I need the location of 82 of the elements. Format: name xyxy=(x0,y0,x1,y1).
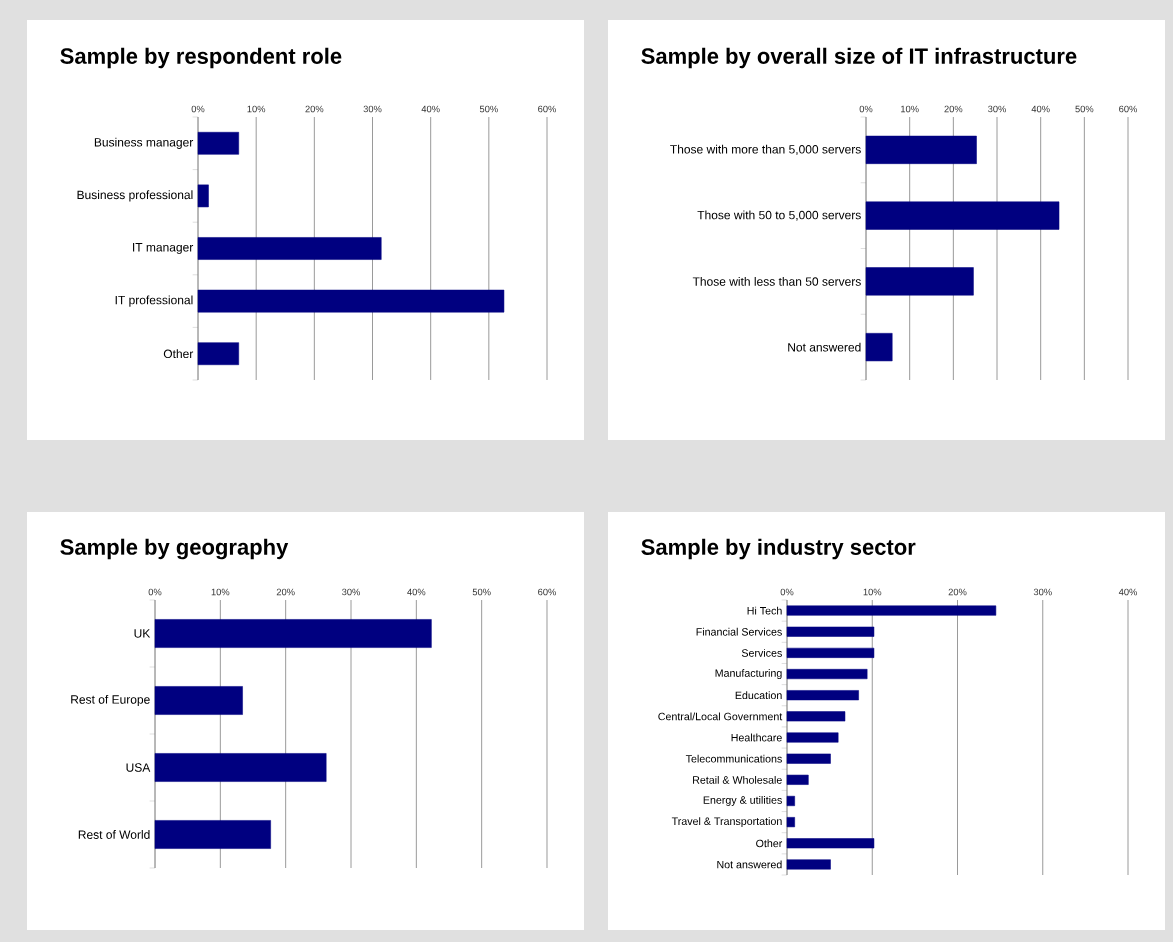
bar xyxy=(865,135,977,164)
y-tick-label: Business professional xyxy=(77,190,193,202)
chart-title: Sample by respondent role xyxy=(60,47,342,69)
bar xyxy=(154,753,327,782)
y-tick-label: Not answered xyxy=(788,342,861,352)
x-tick-label: 10% xyxy=(863,588,882,596)
bar xyxy=(154,820,271,849)
x-tick-label: 50% xyxy=(479,105,498,113)
bar xyxy=(786,817,795,828)
x-tick-label: 40% xyxy=(1031,105,1050,113)
y-tick-label: Financial Services xyxy=(696,627,782,636)
y-tick-label: USA xyxy=(126,763,151,772)
y-tick-label: Not answered xyxy=(717,860,782,869)
bar xyxy=(786,669,868,680)
x-tick-label: 30% xyxy=(363,105,382,113)
y-tick-label: IT manager xyxy=(133,243,194,254)
x-tick-label: 60% xyxy=(1119,105,1138,113)
x-tick-label: 40% xyxy=(421,105,440,113)
y-tick-label: Central/Local Government xyxy=(658,712,783,721)
y-tick-label: Retail & Wholesale xyxy=(693,775,782,784)
x-tick-label: 10% xyxy=(247,105,266,113)
y-tick-label: Business manager xyxy=(94,137,194,149)
x-tick-label: 50% xyxy=(472,588,491,596)
y-tick-label: Education xyxy=(735,691,782,700)
bar xyxy=(786,626,875,637)
bar xyxy=(786,690,859,701)
x-tick-label: 20% xyxy=(305,105,324,113)
bar xyxy=(154,686,243,715)
bar xyxy=(865,333,893,362)
x-tick-label: 60% xyxy=(538,588,557,596)
y-tick-label: UK xyxy=(134,629,151,638)
y-tick-label: Energy & utilities xyxy=(703,795,782,806)
bar xyxy=(786,711,846,722)
y-tick-label: Rest of Europe xyxy=(71,694,150,707)
y-tick-label: Those with 50 to 5,000 servers xyxy=(697,210,861,221)
x-tick-label: 30% xyxy=(1033,588,1052,596)
x-tick-label: 10% xyxy=(901,105,919,113)
bar xyxy=(786,859,831,870)
x-tick-label: 0% xyxy=(191,105,205,113)
bar xyxy=(786,753,831,764)
bar xyxy=(197,184,209,208)
x-tick-label: 50% xyxy=(1075,105,1094,113)
y-tick-label: Hi Tech xyxy=(747,606,782,615)
bar xyxy=(786,795,795,806)
y-tick-label: Telecommunications xyxy=(685,754,782,763)
x-tick-label: 0% xyxy=(859,105,873,113)
x-tick-label: 20% xyxy=(944,105,963,113)
y-tick-label: Those with less than 50 servers xyxy=(692,276,861,286)
y-tick-label: Those with more than 5,000 servers xyxy=(670,144,861,155)
y-tick-label: Other xyxy=(163,349,194,359)
bar xyxy=(786,647,875,658)
bar xyxy=(786,838,875,849)
x-tick-label: 30% xyxy=(988,105,1007,113)
x-tick-label: 10% xyxy=(211,588,230,596)
x-tick-label: 60% xyxy=(538,105,557,113)
chart-title: Sample by geography xyxy=(60,538,289,560)
y-tick-label: Healthcare xyxy=(731,733,782,742)
y-tick-label: Rest of World xyxy=(78,830,150,839)
bar xyxy=(197,131,239,155)
y-tick-label: IT professional xyxy=(115,295,193,307)
x-tick-label: 40% xyxy=(407,588,426,596)
bar xyxy=(197,289,505,313)
x-tick-label: 0% xyxy=(780,588,794,596)
x-tick-label: 40% xyxy=(1118,588,1138,596)
chart-title: Sample by overall size of IT infrastructure xyxy=(641,47,1077,69)
bar xyxy=(197,237,382,260)
bar xyxy=(786,774,809,785)
x-tick-label: 0% xyxy=(148,588,162,596)
bar xyxy=(786,605,997,616)
bar xyxy=(197,342,239,366)
y-tick-label: Travel & Transportation xyxy=(671,817,782,828)
y-tick-label: Services xyxy=(741,648,782,657)
x-tick-label: 20% xyxy=(948,588,967,596)
y-tick-label: Manufacturing xyxy=(715,669,782,680)
bar xyxy=(786,732,839,743)
y-tick-label: Other xyxy=(756,839,783,848)
x-tick-label: 20% xyxy=(276,588,295,596)
bar xyxy=(865,267,974,296)
x-tick-label: 30% xyxy=(342,588,361,596)
bar xyxy=(865,201,1060,230)
bar xyxy=(154,619,432,648)
chart-title: Sample by industry sector xyxy=(641,538,916,560)
